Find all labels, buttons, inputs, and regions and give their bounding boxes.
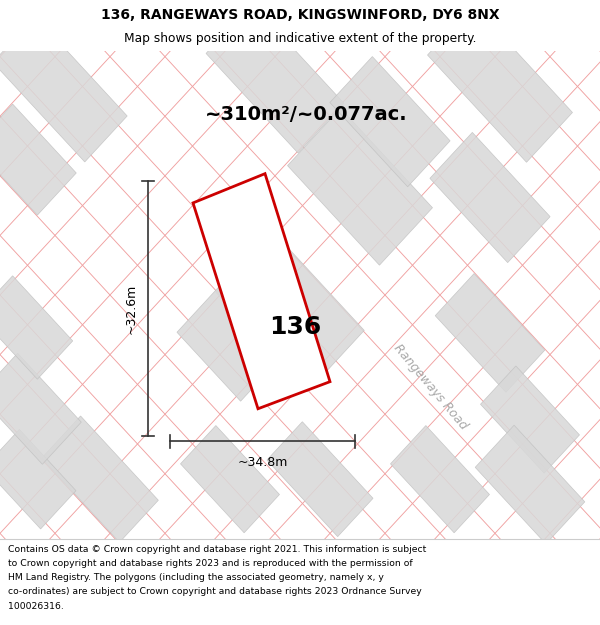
Text: ~34.8m: ~34.8m bbox=[238, 456, 287, 469]
Text: ~310m²/~0.077ac.: ~310m²/~0.077ac. bbox=[205, 104, 407, 124]
Text: 136, RANGEWAYS ROAD, KINGSWINFORD, DY6 8NX: 136, RANGEWAYS ROAD, KINGSWINFORD, DY6 8… bbox=[101, 8, 499, 22]
Polygon shape bbox=[475, 425, 585, 544]
Text: to Crown copyright and database rights 2023 and is reproduced with the permissio: to Crown copyright and database rights 2… bbox=[8, 559, 412, 568]
Polygon shape bbox=[391, 426, 490, 532]
Polygon shape bbox=[0, 429, 76, 529]
Text: HM Land Registry. The polygons (including the associated geometry, namely x, y: HM Land Registry. The polygons (includin… bbox=[8, 573, 383, 582]
Polygon shape bbox=[206, 4, 344, 153]
Text: co-ordinates) are subject to Crown copyright and database rights 2023 Ordnance S: co-ordinates) are subject to Crown copyr… bbox=[8, 588, 422, 596]
Polygon shape bbox=[267, 422, 373, 537]
Polygon shape bbox=[0, 276, 73, 379]
Polygon shape bbox=[177, 286, 283, 401]
Polygon shape bbox=[41, 416, 158, 542]
Polygon shape bbox=[430, 132, 550, 262]
Text: 136: 136 bbox=[269, 316, 321, 339]
Polygon shape bbox=[0, 104, 76, 215]
Text: 100026316.: 100026316. bbox=[8, 602, 64, 611]
Polygon shape bbox=[481, 366, 580, 473]
Text: Rangeways Road: Rangeways Road bbox=[391, 342, 469, 432]
Polygon shape bbox=[0, 16, 127, 162]
Polygon shape bbox=[181, 426, 280, 532]
Polygon shape bbox=[216, 231, 364, 392]
Polygon shape bbox=[0, 353, 81, 464]
Polygon shape bbox=[435, 274, 545, 392]
Polygon shape bbox=[330, 56, 450, 187]
Text: ~32.6m: ~32.6m bbox=[125, 283, 138, 334]
Text: Contains OS data © Crown copyright and database right 2021. This information is : Contains OS data © Crown copyright and d… bbox=[8, 545, 426, 554]
Polygon shape bbox=[287, 108, 433, 265]
Polygon shape bbox=[193, 174, 330, 409]
Polygon shape bbox=[428, 5, 572, 162]
Text: Map shows position and indicative extent of the property.: Map shows position and indicative extent… bbox=[124, 32, 476, 45]
